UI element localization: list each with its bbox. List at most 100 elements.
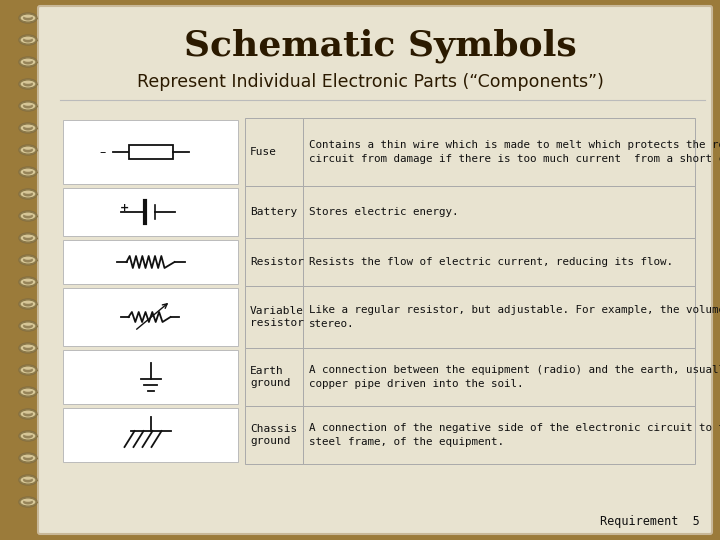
Bar bbox=[245, 118, 303, 186]
Ellipse shape bbox=[20, 190, 36, 198]
Text: Like a regular resistor, but adjustable. For example, the volume knob on your
st: Like a regular resistor, but adjustable.… bbox=[309, 305, 720, 329]
Ellipse shape bbox=[20, 14, 36, 22]
Ellipse shape bbox=[24, 213, 32, 216]
Ellipse shape bbox=[20, 146, 36, 154]
Bar bbox=[303, 286, 695, 348]
Bar bbox=[245, 348, 303, 406]
Ellipse shape bbox=[24, 411, 32, 414]
Ellipse shape bbox=[19, 299, 37, 309]
Ellipse shape bbox=[24, 257, 32, 260]
Ellipse shape bbox=[24, 389, 32, 392]
Ellipse shape bbox=[23, 346, 33, 350]
Text: Resistor: Resistor bbox=[250, 257, 304, 267]
Ellipse shape bbox=[20, 344, 36, 352]
Ellipse shape bbox=[19, 365, 37, 375]
Ellipse shape bbox=[24, 235, 32, 238]
Ellipse shape bbox=[20, 432, 36, 440]
Ellipse shape bbox=[24, 59, 32, 62]
Ellipse shape bbox=[19, 431, 37, 441]
Text: Requirement  5: Requirement 5 bbox=[600, 515, 700, 528]
Text: Variable
resistor: Variable resistor bbox=[250, 306, 304, 328]
Ellipse shape bbox=[24, 15, 32, 18]
Ellipse shape bbox=[23, 170, 33, 174]
Bar bbox=[63, 120, 238, 184]
Text: Stores electric energy.: Stores electric energy. bbox=[309, 207, 459, 217]
Ellipse shape bbox=[19, 255, 37, 265]
Ellipse shape bbox=[20, 366, 36, 374]
Ellipse shape bbox=[23, 125, 33, 131]
Ellipse shape bbox=[23, 368, 33, 373]
Bar bbox=[63, 288, 238, 346]
Ellipse shape bbox=[20, 234, 36, 242]
Bar bbox=[245, 406, 303, 464]
Ellipse shape bbox=[19, 211, 37, 221]
Ellipse shape bbox=[23, 104, 33, 109]
Text: Resists the flow of electric current, reducing its flow.: Resists the flow of electric current, re… bbox=[309, 257, 673, 267]
Ellipse shape bbox=[24, 279, 32, 282]
Ellipse shape bbox=[19, 123, 37, 133]
Ellipse shape bbox=[20, 410, 36, 418]
Ellipse shape bbox=[20, 476, 36, 484]
Text: Battery: Battery bbox=[250, 207, 297, 217]
Bar bbox=[63, 240, 238, 284]
Ellipse shape bbox=[20, 322, 36, 330]
Ellipse shape bbox=[19, 453, 37, 463]
Ellipse shape bbox=[23, 280, 33, 285]
Ellipse shape bbox=[19, 145, 37, 155]
Text: A connection between the equipment (radio) and the earth, usually through a
copp: A connection between the equipment (radi… bbox=[309, 365, 720, 389]
Ellipse shape bbox=[19, 497, 37, 507]
Ellipse shape bbox=[20, 212, 36, 220]
Ellipse shape bbox=[20, 454, 36, 462]
Ellipse shape bbox=[19, 387, 37, 397]
Ellipse shape bbox=[23, 59, 33, 64]
Ellipse shape bbox=[23, 16, 33, 21]
Text: Contains a thin wire which is made to melt which protects the rest of the
circui: Contains a thin wire which is made to me… bbox=[309, 140, 720, 164]
Bar bbox=[303, 406, 695, 464]
Ellipse shape bbox=[23, 477, 33, 483]
Ellipse shape bbox=[24, 367, 32, 370]
Ellipse shape bbox=[24, 323, 32, 326]
Bar bbox=[245, 238, 303, 286]
Bar bbox=[63, 350, 238, 404]
Ellipse shape bbox=[20, 80, 36, 88]
Ellipse shape bbox=[19, 101, 37, 111]
Bar bbox=[303, 118, 695, 186]
Ellipse shape bbox=[19, 321, 37, 331]
Ellipse shape bbox=[24, 147, 32, 150]
Ellipse shape bbox=[20, 300, 36, 308]
Ellipse shape bbox=[19, 167, 37, 177]
Ellipse shape bbox=[19, 57, 37, 67]
Text: +: + bbox=[120, 203, 129, 213]
Ellipse shape bbox=[23, 147, 33, 152]
Ellipse shape bbox=[23, 434, 33, 438]
Ellipse shape bbox=[20, 256, 36, 264]
Bar bbox=[128, 145, 173, 159]
Bar bbox=[63, 188, 238, 236]
Ellipse shape bbox=[23, 411, 33, 416]
Ellipse shape bbox=[24, 455, 32, 458]
Bar bbox=[63, 408, 238, 462]
FancyBboxPatch shape bbox=[38, 6, 712, 534]
Ellipse shape bbox=[20, 498, 36, 506]
Ellipse shape bbox=[23, 323, 33, 328]
Ellipse shape bbox=[19, 409, 37, 419]
Ellipse shape bbox=[20, 388, 36, 396]
Ellipse shape bbox=[24, 37, 32, 40]
Bar bbox=[245, 186, 303, 238]
Ellipse shape bbox=[20, 36, 36, 44]
Ellipse shape bbox=[19, 343, 37, 353]
Ellipse shape bbox=[24, 500, 32, 502]
Ellipse shape bbox=[24, 81, 32, 84]
Bar bbox=[303, 238, 695, 286]
Ellipse shape bbox=[23, 389, 33, 395]
Ellipse shape bbox=[19, 277, 37, 287]
Ellipse shape bbox=[24, 125, 32, 128]
Ellipse shape bbox=[20, 102, 36, 110]
Bar bbox=[303, 186, 695, 238]
Ellipse shape bbox=[23, 213, 33, 219]
Ellipse shape bbox=[24, 433, 32, 436]
Ellipse shape bbox=[20, 124, 36, 132]
Ellipse shape bbox=[23, 500, 33, 504]
Text: A connection of the negative side of the electronic circuit to the chassis, or
s: A connection of the negative side of the… bbox=[309, 423, 720, 447]
Ellipse shape bbox=[23, 258, 33, 262]
